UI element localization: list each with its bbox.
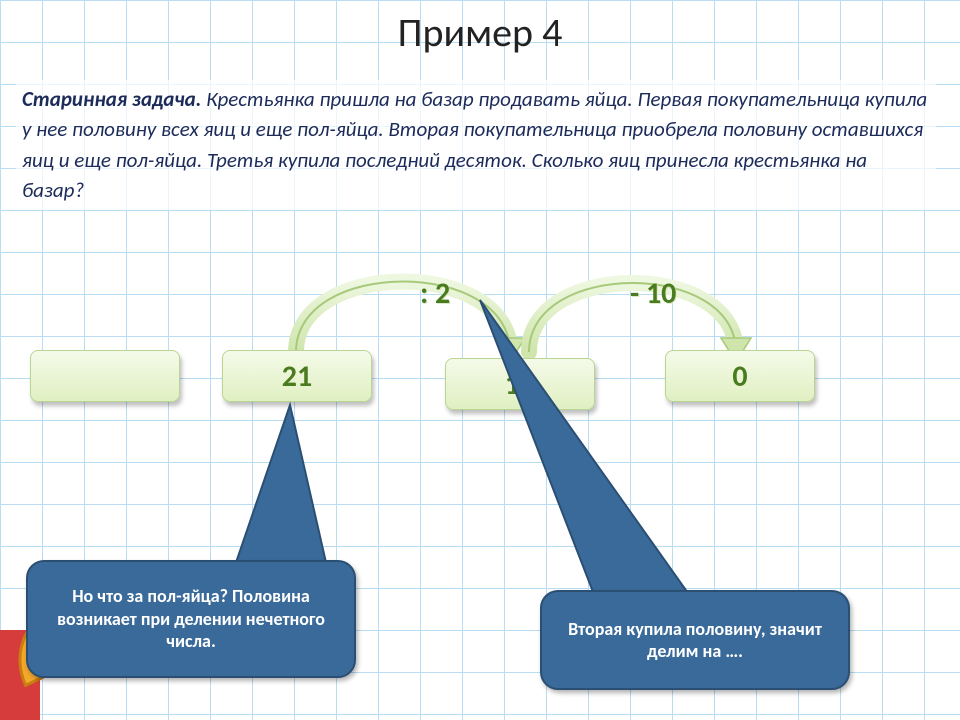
- callout-left: Но что за пол-яйца? Половина возникает п…: [26, 560, 356, 678]
- value-box-1: [30, 350, 180, 402]
- op-label-divide: : 2: [420, 275, 450, 312]
- problem-text: Старинная задача. Крестьянка пришла на б…: [16, 80, 936, 210]
- value-box-3: 10: [445, 358, 595, 410]
- problem-lead: Старинная задача.: [22, 86, 201, 112]
- value-box-4: 0: [665, 350, 815, 402]
- op-label-minus: - 10: [630, 275, 676, 312]
- callout-right: Вторая купила половину, значит делим на …: [540, 590, 850, 690]
- page-title: Пример 4: [0, 8, 960, 57]
- value-box-2: 21: [222, 350, 372, 402]
